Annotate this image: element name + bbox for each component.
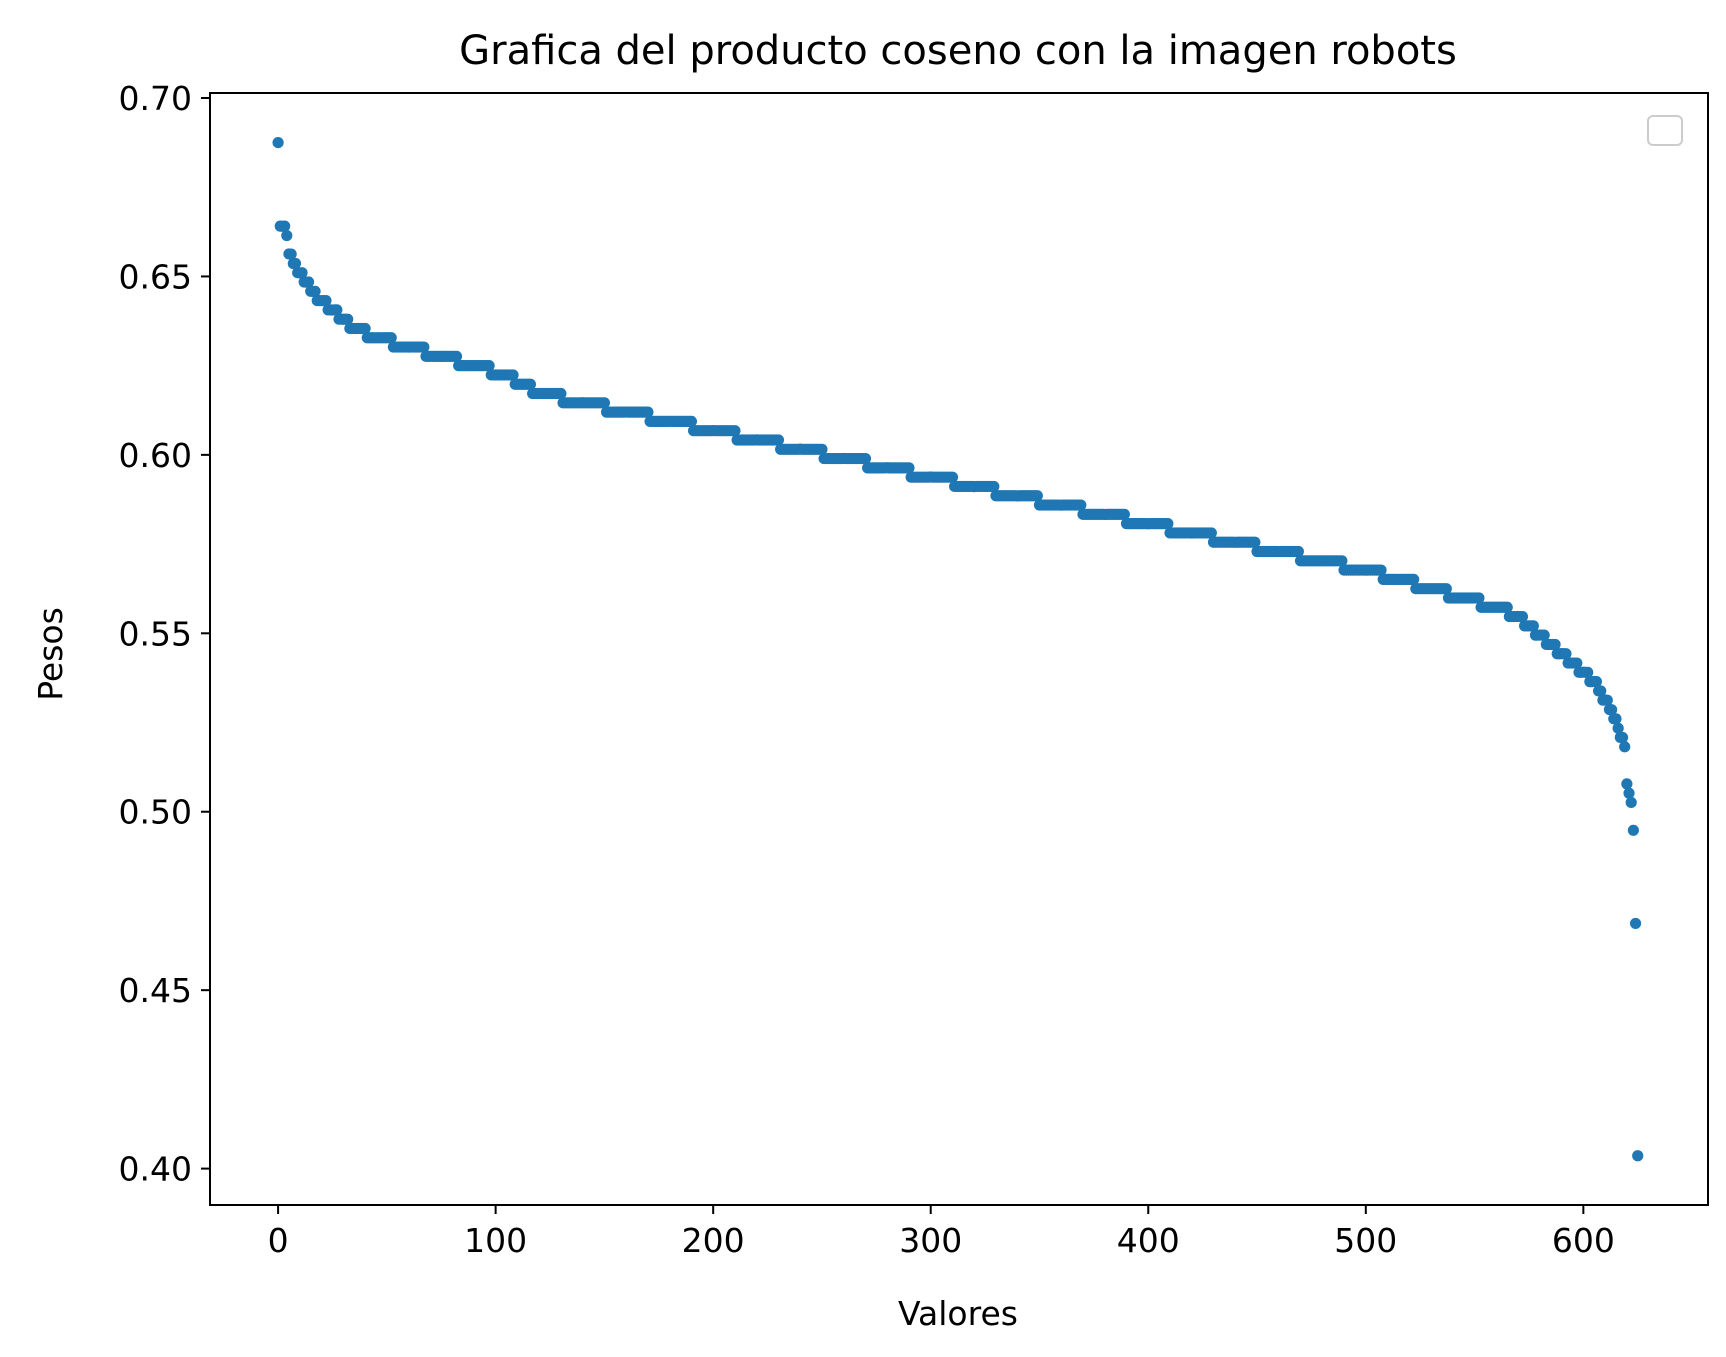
y-tick-label: 0.50 [119,793,192,832]
data-point [302,276,315,288]
data-point [385,332,397,344]
data-point [1595,685,1607,697]
data-point [1336,555,1348,567]
data-points [272,137,1644,1162]
data-point [296,267,308,279]
data-point [1516,610,1529,623]
data-point [1292,545,1304,558]
data-point [1162,518,1174,530]
data-point [1118,508,1130,520]
chart-title: Grafica del producto coseno con la image… [459,28,1457,74]
data-point [1582,666,1594,678]
data-point [1571,657,1583,669]
data-point [1031,490,1043,502]
data-point [1632,1150,1644,1162]
data-point [1473,592,1485,604]
x-tick-label: 100 [464,1221,527,1260]
data-point [1619,741,1631,753]
y-tick-label: 0.65 [119,257,192,296]
data-point [342,313,354,325]
data-point [309,285,321,297]
data-point [1621,778,1633,790]
data-point [1408,573,1420,586]
data-point [1623,787,1635,799]
data-point [1375,564,1387,576]
data-point [1075,499,1087,511]
x-tick-label: 400 [1117,1221,1180,1260]
data-point [418,341,430,353]
data-point [281,229,293,242]
data-point [1616,731,1629,744]
data-point [331,304,343,316]
data-point [1601,694,1613,706]
legend-box [1647,115,1683,146]
y-tick-label: 0.40 [119,1150,192,1189]
data-point [946,471,959,483]
x-tick-label: 600 [1552,1221,1615,1260]
data-point [1590,676,1602,688]
data-point [729,425,741,437]
data-point [1560,648,1572,660]
data-point [1538,629,1550,641]
data-point [1606,704,1618,716]
data-point [1501,601,1513,613]
data-point [816,443,828,455]
data-point [524,378,537,390]
data-point [988,480,1000,493]
data-point [1629,917,1642,930]
data-point [1205,527,1217,539]
data-point [1627,824,1639,836]
data-point [859,452,872,465]
y-tick-label: 0.70 [119,79,192,118]
data-point [1612,722,1624,734]
data-point [903,462,915,474]
x-tick-label: 500 [1334,1221,1397,1260]
data-point [1527,620,1539,632]
y-tick-label: 0.45 [119,971,192,1010]
data-point [772,434,785,446]
x-axis-ticks: 0 100 200 300 400 500 600 [268,1205,1615,1260]
data-point [642,406,654,418]
data-point [359,322,371,335]
data-point [320,294,332,307]
data-point [1549,638,1561,651]
y-tick-label: 0.55 [119,614,192,653]
x-axis-title: Valores [898,1294,1018,1333]
data-point [285,248,297,260]
data-point [279,220,291,232]
plot-frame [209,92,1709,1206]
data-point [450,350,463,362]
data-point [1610,713,1622,725]
data-point [555,387,567,400]
data-point [1440,583,1452,595]
x-tick-label: 0 [268,1221,289,1260]
data-point [483,360,495,372]
y-tick-label: 0.60 [119,436,192,475]
data-point [507,369,519,381]
x-tick-label: 200 [682,1221,745,1260]
x-tick-label: 300 [899,1221,962,1260]
y-axis-ticks: 0.40 0.45 0.50 0.55 0.60 0.65 0.70 [119,79,210,1189]
data-point [289,257,302,270]
data-point [598,397,611,409]
data-point [1625,796,1637,809]
data-point [685,415,698,428]
y-axis-title: Pesos [31,607,70,701]
data-point [1249,536,1261,548]
data-point [272,137,284,149]
